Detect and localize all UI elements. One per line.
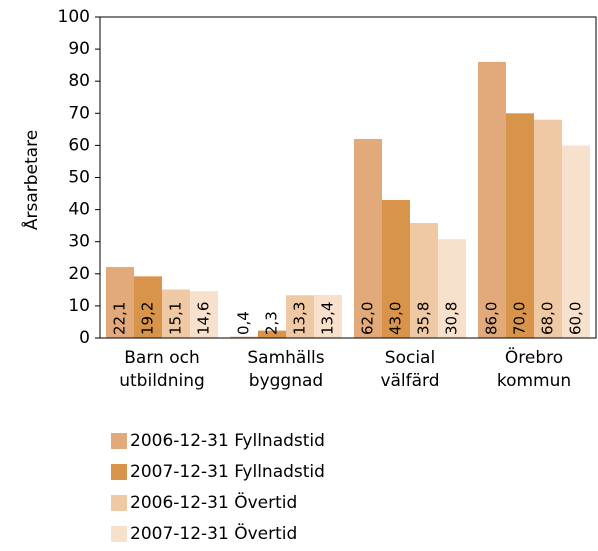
bar <box>230 336 258 338</box>
legend-label: 2007-12-31 Övertid <box>130 522 297 544</box>
y-tick-label: 90 <box>68 39 90 59</box>
y-tick-label: 80 <box>68 71 90 91</box>
legend-swatch <box>111 433 127 449</box>
value-label: 30,8 <box>443 302 461 335</box>
bar <box>106 267 134 338</box>
x-tick-label: Örebro <box>505 346 563 368</box>
bar <box>534 119 562 338</box>
y-tick-label: 70 <box>68 103 90 123</box>
x-tick-label: utbildning <box>119 371 205 391</box>
x-tick-label: byggnad <box>249 371 323 391</box>
x-tick-label: Samhälls <box>247 348 324 368</box>
x-tick-label: kommun <box>497 371 571 391</box>
bar <box>258 330 286 338</box>
value-label: 2,3 <box>263 311 281 335</box>
y-tick-label: 60 <box>68 135 90 155</box>
legend-swatch <box>111 495 127 511</box>
legend-swatch <box>111 526 127 542</box>
bar <box>162 289 190 338</box>
y-tick-label: 50 <box>68 168 90 188</box>
bar <box>410 223 438 338</box>
bar <box>190 291 218 338</box>
value-label: 13,4 <box>319 302 337 335</box>
y-tick-label: 20 <box>68 264 90 284</box>
x-tick-label: Social <box>385 348 435 368</box>
bar <box>382 199 410 338</box>
bar <box>478 61 506 338</box>
y-tick-label: 0 <box>79 328 90 348</box>
legend-label: 2007-12-31 Fyllnadstid <box>130 462 325 482</box>
value-label: 86,0 <box>483 302 501 335</box>
x-tick-label: välfärd <box>380 371 439 391</box>
y-axis-label: Årsarbetare <box>20 130 42 230</box>
value-label: 60,0 <box>567 302 585 335</box>
value-label: 68,0 <box>539 302 557 335</box>
value-label: 13,3 <box>291 302 309 335</box>
value-label: 15,1 <box>167 302 185 335</box>
value-label: 22,1 <box>111 302 129 335</box>
value-label: 70,0 <box>511 302 529 335</box>
bar <box>506 113 534 338</box>
legend-swatch <box>111 464 127 480</box>
value-label: 43,0 <box>387 302 405 335</box>
legend-label: 2006-12-31 Fyllnadstid <box>130 431 325 451</box>
bar <box>438 239 466 338</box>
bar <box>562 145 590 338</box>
y-tick-label: 100 <box>58 7 90 27</box>
legend-label: 2006-12-31 Övertid <box>130 491 297 513</box>
y-tick-label: 40 <box>68 200 90 220</box>
value-label: 62,0 <box>359 302 377 335</box>
bar <box>134 276 162 338</box>
value-label: 19,2 <box>139 302 157 335</box>
y-tick-label: 30 <box>68 232 90 252</box>
bar <box>354 138 382 338</box>
y-tick-label: 10 <box>68 296 90 316</box>
value-label: 35,8 <box>415 302 433 335</box>
bar <box>314 294 342 338</box>
value-label: 0,4 <box>235 311 253 335</box>
x-tick-label: Barn och <box>124 348 199 368</box>
bar <box>286 295 314 338</box>
value-label: 14,6 <box>195 302 213 335</box>
